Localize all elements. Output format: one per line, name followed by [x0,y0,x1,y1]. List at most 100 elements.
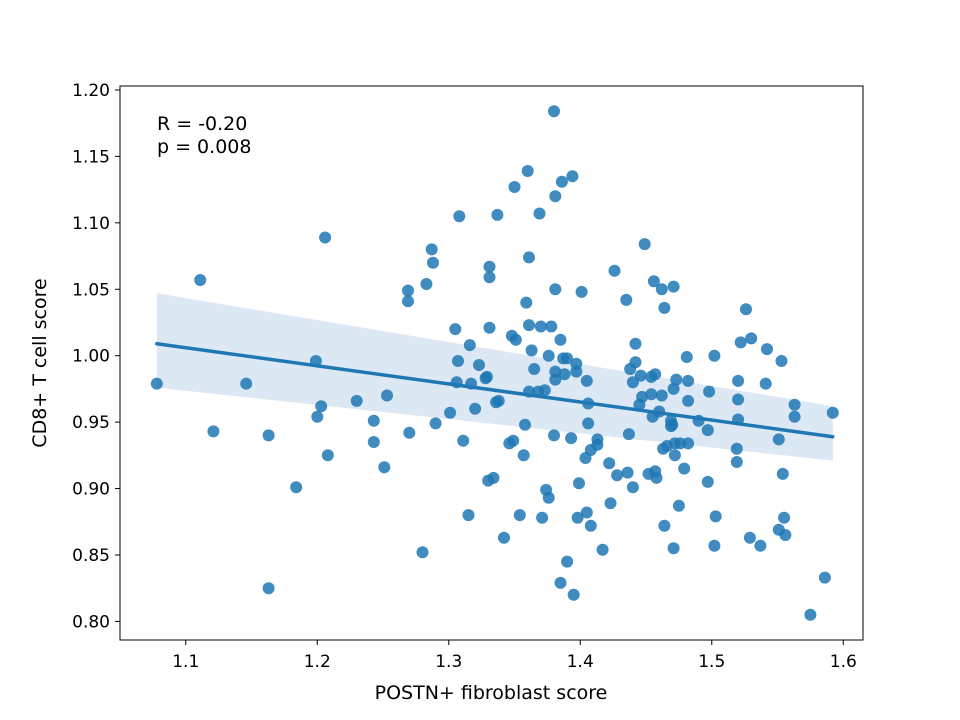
data-point [492,394,505,407]
data-point [508,181,521,193]
data-point [571,511,584,524]
data-point [565,432,578,445]
data-point [626,481,639,494]
y-axis-ticks: 0.80 0.85 0.90 0.95 1.00 1.05 1.10 1.15 1.20 [72,81,120,632]
y-tick-label: 1.05 [72,280,110,300]
data-point [608,264,621,277]
data-point [629,356,642,369]
y-tick-label: 0.90 [72,480,110,500]
data-point [591,438,604,451]
y-tick-label: 1.15 [72,147,110,167]
data-point [538,384,551,397]
data-point [367,436,380,448]
data-point [545,320,558,333]
y-tick-label: 1.10 [72,214,110,234]
data-point [682,394,695,407]
data-point [523,319,535,332]
data-point [650,471,663,484]
y-tick-label: 0.80 [72,612,110,632]
data-point [611,469,624,482]
x-tick-label: 1.1 [172,652,199,672]
x-tick-label: 1.4 [567,652,594,672]
data-point [573,477,585,490]
data-point [818,571,831,584]
data-point [596,543,609,556]
y-axis-label: CD8+ T cell score [29,278,51,447]
data-point [570,365,583,378]
data-point [584,519,597,532]
data-point [509,333,522,346]
data-point [548,105,560,118]
data-point [754,539,767,552]
data-point [682,437,695,450]
data-point [667,542,680,555]
data-point [701,424,714,437]
data-point [761,343,773,356]
data-point [150,377,163,390]
data-point [483,321,496,334]
data-point [580,374,593,387]
data-point [321,449,334,462]
x-tick-label: 1.5 [698,652,725,672]
data-point [775,355,788,367]
data-point [745,332,758,345]
data-point [709,510,722,523]
data-point [462,509,475,522]
data-point [680,351,693,363]
data-point [701,475,714,488]
data-point [483,271,496,284]
data-point [667,280,680,293]
data-point [708,539,721,552]
data-point [670,373,683,386]
y-tick-label: 0.85 [72,546,110,566]
data-point [469,402,482,415]
confidence-band-layer [156,293,833,461]
data-point [491,208,504,221]
p-annotation: p = 0.008 [157,136,251,158]
x-axis-ticks: 1.1 1.2 1.3 1.4 1.5 1.6 [172,640,857,672]
data-point [453,210,466,223]
data-point [521,165,534,177]
data-point [804,608,817,621]
data-point [788,398,801,411]
data-point [638,238,651,251]
data-point [604,497,617,510]
data-point [542,349,555,362]
x-axis-label: POSTN+ fibroblast score [375,682,608,704]
x-tick-label: 1.2 [304,652,331,672]
data-point [425,243,438,256]
data-point [402,284,414,297]
data-point [730,456,743,468]
data-point [517,449,530,462]
data-point [740,303,752,316]
data-point [240,377,253,390]
confidence-band [156,293,833,461]
data-point [520,296,533,309]
data-point [645,388,658,401]
data-point [561,555,574,568]
data-point [672,499,685,512]
data-point [555,175,568,188]
data-point [649,368,662,381]
data-point [567,588,580,601]
data-point [734,336,747,349]
data-point [429,417,442,430]
data-point [444,406,457,419]
data-point [194,274,207,286]
data-point [262,429,275,442]
data-point [525,344,538,357]
data-point [779,529,792,541]
data-point [519,418,531,431]
data-point [743,531,756,544]
data-point [732,374,745,387]
data-point [378,461,391,474]
data-point [381,389,393,402]
plot-frame [119,85,864,641]
regression-line-layer [155,341,835,439]
data-point [554,333,567,346]
data-point [473,359,485,371]
data-point [457,434,470,447]
data-point [420,278,433,290]
data-point [311,410,324,423]
